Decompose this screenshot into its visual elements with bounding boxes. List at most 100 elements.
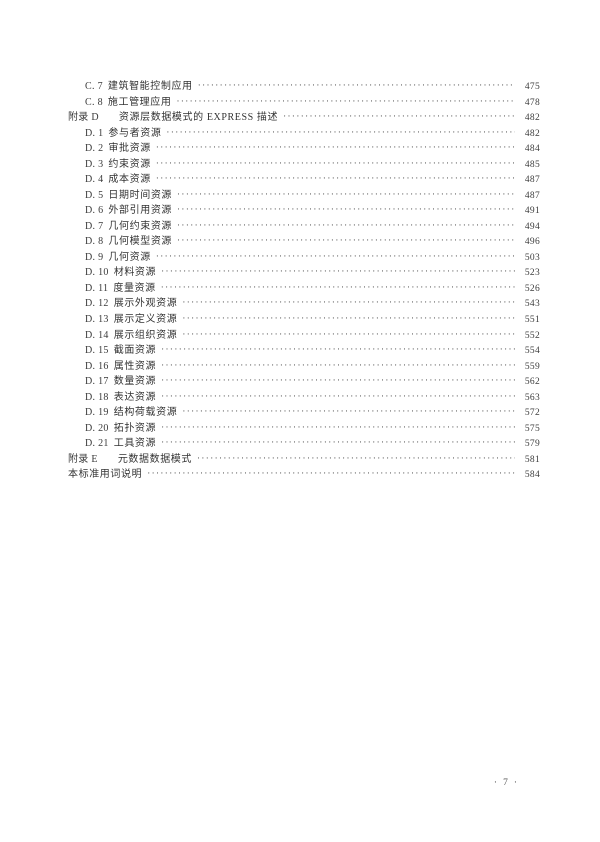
dot-leader: ········································… bbox=[197, 452, 515, 463]
toc-entry-title: 截面资源 bbox=[113, 345, 157, 357]
toc-entry: D. 10 材料资源 ·····························… bbox=[68, 265, 540, 281]
dot-leader: ········································… bbox=[182, 297, 515, 308]
toc-entry-title: 度量资源 bbox=[113, 282, 156, 294]
toc-entry: D. 15 截面资源 ·····························… bbox=[68, 343, 540, 359]
toc-entry-title: 本标准用词说明 bbox=[68, 469, 143, 481]
dot-leader: ········································… bbox=[166, 126, 515, 137]
dot-leader: ········································… bbox=[161, 266, 515, 277]
toc-entry-label: 附录 E bbox=[68, 453, 98, 465]
toc-entry-title: 建筑智能控制应用 bbox=[107, 81, 193, 92]
toc-entry-page-number: 584 bbox=[524, 470, 540, 481]
toc-entry-label: D. 12 bbox=[85, 298, 109, 310]
dot-leader: ········································… bbox=[177, 235, 515, 246]
toc-entry: D. 4 成本资源 ······························… bbox=[68, 172, 540, 188]
toc-entry: D. 1 参与者资源 ·····························… bbox=[68, 126, 540, 142]
toc-entry-label: C. 7 bbox=[85, 81, 103, 92]
dot-leader: ········································… bbox=[177, 219, 515, 230]
toc-entry: D. 16 属性资源 ·····························… bbox=[68, 359, 540, 375]
toc-entry-label: D. 19 bbox=[85, 407, 109, 419]
toc-entry-title: 几何模型资源 bbox=[108, 236, 173, 248]
dot-leader: ········································… bbox=[161, 390, 515, 401]
toc-entry-page-number: 562 bbox=[524, 377, 540, 388]
toc-entry-title: 审批资源 bbox=[108, 143, 151, 155]
toc-entry-label: D. 21 bbox=[85, 438, 109, 450]
toc-entry-page-number: 563 bbox=[524, 392, 540, 403]
dot-leader: ········································… bbox=[160, 281, 515, 292]
toc-entry-title: 拓扑资源 bbox=[113, 422, 157, 434]
toc-entry-label: D. 2 bbox=[85, 143, 104, 155]
toc-entry-page-number: 482 bbox=[524, 113, 540, 124]
toc-entry: D. 2 审批资源 ······························… bbox=[68, 141, 540, 157]
toc-entry-label: C. 8 bbox=[85, 96, 103, 108]
toc-entry-page-number: 526 bbox=[524, 283, 540, 294]
toc-entry-page-number: 559 bbox=[524, 361, 540, 372]
dot-leader: ········································… bbox=[161, 375, 515, 386]
toc-entry-label: D. 5 bbox=[85, 189, 104, 201]
toc-entry-page-number: 551 bbox=[524, 314, 540, 325]
toc-entry-page-number: 485 bbox=[524, 159, 540, 170]
dot-leader: ········································… bbox=[155, 157, 515, 168]
toc-entry-label: D. 20 bbox=[85, 422, 109, 434]
dot-leader: ········································… bbox=[161, 359, 515, 370]
dot-leader: ········································… bbox=[161, 344, 515, 355]
toc-entry-label: D. 8 bbox=[85, 236, 104, 248]
dot-leader: ········································… bbox=[161, 437, 515, 448]
dot-leader: ········································… bbox=[177, 204, 515, 215]
dot-leader: ········································… bbox=[197, 80, 515, 90]
toc-entry: D. 19 结构荷载资源 ···························… bbox=[68, 405, 540, 421]
toc-entry: D. 17 数量资源 ·····························… bbox=[68, 374, 540, 390]
toc-entry-page-number: 496 bbox=[524, 237, 540, 248]
toc-entry: D. 8 几何模型资源 ····························… bbox=[68, 234, 540, 250]
toc-entry: C. 8 施工管理应用 ····························… bbox=[68, 95, 540, 111]
footer-dot-right: · bbox=[513, 778, 517, 788]
toc-entry-label: D. 15 bbox=[85, 345, 109, 357]
dot-leader: ········································… bbox=[182, 406, 515, 417]
toc-entry-label: D. 13 bbox=[85, 313, 109, 325]
toc-entry: D. 12 展示外观资源 ···························… bbox=[68, 296, 540, 312]
toc-entry: D. 14 展示组织资源 ···························… bbox=[68, 328, 540, 344]
toc-entry-title: 元数据数据模式 bbox=[117, 453, 193, 465]
toc-entry: D. 13 展示定义资源 ···························… bbox=[68, 312, 540, 328]
toc-entry-page-number: 552 bbox=[524, 330, 540, 341]
toc-entry-page-number: 572 bbox=[524, 408, 540, 419]
toc-entry-label: D. 18 bbox=[85, 391, 109, 403]
toc-entry-label: D. 7 bbox=[85, 220, 104, 232]
toc-entry: D. 9 几何资源 ······························… bbox=[68, 250, 540, 266]
toc-entry-title: 材料资源 bbox=[113, 267, 157, 279]
dot-leader: ········································… bbox=[283, 111, 515, 122]
toc-entry-title: 资源层数据模式的 EXPRESS 描述 bbox=[118, 112, 279, 124]
toc-entry-title: 工具资源 bbox=[113, 438, 157, 450]
dot-leader: ········································… bbox=[155, 173, 515, 184]
toc-entry: D. 20 拓扑资源 ·····························… bbox=[68, 421, 540, 437]
toc-entry-title: 几何约束资源 bbox=[108, 220, 173, 232]
dot-leader: ········································… bbox=[177, 188, 515, 199]
toc-entry-label: 附录 D bbox=[68, 112, 99, 124]
dot-leader: ········································… bbox=[161, 421, 515, 432]
toc-entry-page-number: 581 bbox=[524, 454, 540, 465]
toc-entry-page-number: 494 bbox=[524, 221, 540, 232]
toc-entry-page-number: 487 bbox=[524, 190, 540, 201]
toc-entry-title: 日期时间资源 bbox=[108, 189, 173, 201]
toc-entry: D. 6 外部引用资源 ····························… bbox=[68, 203, 540, 219]
toc-entry-title: 展示组织资源 bbox=[113, 329, 178, 341]
toc-entry-title: 成本资源 bbox=[108, 174, 151, 186]
dot-leader: ········································… bbox=[182, 312, 515, 323]
toc-entry-title: 结构荷载资源 bbox=[113, 407, 178, 419]
dot-leader: ········································… bbox=[176, 95, 515, 106]
toc-entry: D. 7 几何约束资源 ····························… bbox=[68, 219, 540, 235]
toc-entry: D. 5 日期时间资源 ····························… bbox=[68, 188, 540, 204]
toc-entry: D. 21 工具资源 ·····························… bbox=[68, 436, 540, 452]
toc-entry-title: 约束资源 bbox=[108, 158, 151, 170]
toc-entry-page-number: 575 bbox=[524, 423, 540, 434]
toc-entry: 本标准用词说明 ································… bbox=[68, 467, 540, 483]
toc-entry-title: 外部引用资源 bbox=[108, 205, 173, 217]
toc-entry-page-number: 482 bbox=[524, 128, 540, 139]
dot-leader: ········································… bbox=[182, 328, 515, 339]
toc-entry-page-number: 523 bbox=[524, 268, 540, 279]
toc-entry-label: D. 1 bbox=[85, 127, 104, 139]
toc-entry-label: D. 4 bbox=[85, 174, 104, 186]
toc-entry: D. 18 表达资源 ·····························… bbox=[68, 390, 540, 406]
toc-entry-title: 几何资源 bbox=[108, 251, 151, 263]
toc-entry: 附录 D 资源层数据模式的 EXPRESS 描述 ···············… bbox=[68, 110, 540, 126]
